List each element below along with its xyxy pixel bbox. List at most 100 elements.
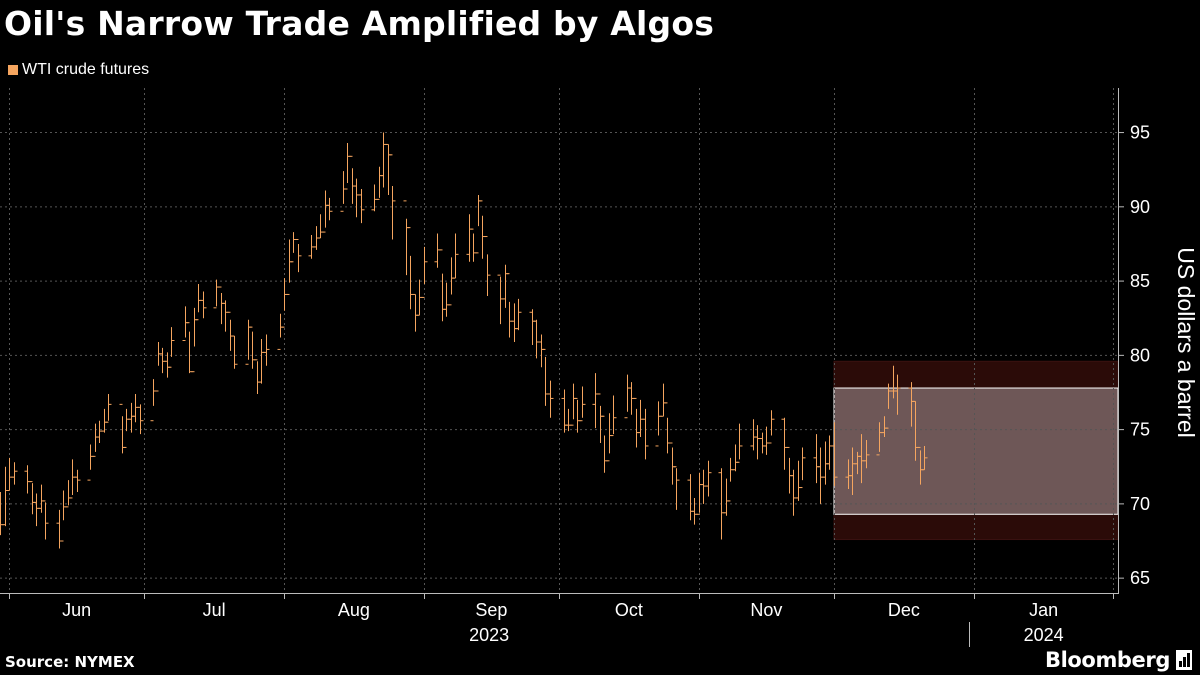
ohlc-bar (11, 462, 18, 485)
ohlc-bar (254, 359, 261, 394)
ohlc-bar (6, 457, 13, 492)
ohlc-bar (479, 200, 486, 259)
ohlc-bar (155, 341, 162, 392)
y-tick-label: 80 (1130, 345, 1150, 365)
axes: 65 70 75 80 85 90 95 US dollars a barrel Jun Jul A… (0, 88, 1199, 647)
ohlc-bar (105, 393, 112, 423)
ohlc-bar (533, 319, 540, 359)
ohlc-bar (718, 468, 725, 540)
ohlc-bar (542, 348, 549, 406)
ohlc-bar (92, 423, 99, 457)
ohlc-bar (696, 472, 703, 515)
ohlc-bar (119, 403, 126, 454)
year-label: 2024 (1024, 625, 1064, 645)
ohlc-bar (123, 408, 130, 448)
ohlc-bar (637, 399, 644, 438)
ohlc-bar (128, 402, 135, 433)
ohlc-bar (65, 480, 72, 508)
legend-label: WTI crude futures (22, 61, 150, 78)
ohlc-bar (87, 444, 94, 481)
ohlc-bar (168, 327, 175, 368)
x-tick-label: Oct (615, 600, 643, 620)
ohlc-bar (439, 249, 446, 322)
ohlc-bar (497, 274, 504, 325)
ohlc-bar (669, 442, 676, 485)
x-tick-label: Jan (1029, 600, 1058, 620)
ohlc-bar (759, 432, 766, 454)
ohlc-bar (295, 239, 302, 273)
ohlc-bar (344, 142, 351, 190)
ohlc-bar (164, 352, 171, 378)
ohlc-bar (376, 166, 383, 200)
ohlc-bar (290, 232, 297, 263)
ohlc-bar (33, 493, 40, 527)
ohlc-bar (727, 457, 734, 502)
x-tick-label: Aug (338, 600, 370, 620)
ohlc-bar (249, 326, 256, 369)
ohlc-bar (452, 233, 459, 279)
ohlc-bar (763, 426, 770, 455)
ohlc-bar (434, 233, 441, 268)
ohlc-bar (633, 397, 640, 448)
ohlc-bar (137, 404, 144, 435)
ohlc-bar (642, 408, 649, 460)
ohlc-bar (227, 311, 234, 351)
ohlc-bar (606, 413, 613, 462)
ohlc-bar (723, 478, 730, 516)
legend: WTI crude futures (8, 61, 149, 79)
ohlc-bar (412, 293, 419, 332)
ohlc-bar (795, 460, 802, 501)
ohlc-bar (687, 474, 694, 521)
ohlc-bar (2, 466, 9, 527)
ohlc-bar (470, 228, 477, 262)
ohlc-bar (245, 319, 252, 365)
ohlc-bar (705, 460, 712, 497)
ohlc-bar (565, 408, 572, 432)
ohlc-bar (191, 307, 198, 373)
y-tick-label: 85 (1130, 271, 1150, 291)
ohlc-bar (538, 334, 545, 368)
bloomberg-logo: Bloomberg (1045, 648, 1192, 672)
ohlc-bar (132, 393, 139, 423)
ohlc-bar (200, 291, 207, 319)
y-tick-label: 90 (1130, 197, 1150, 217)
y-tick-label: 95 (1130, 123, 1150, 143)
ohlc-bar (484, 236, 491, 296)
ohlc-bar (421, 246, 428, 298)
chart-title: Oil's Narrow Trade Amplified by Algos (4, 4, 715, 43)
chart-badge-icon (1176, 650, 1192, 670)
ohlc-bar (258, 339, 265, 384)
ohlc-bar (817, 447, 824, 504)
ohlc-bar (56, 509, 63, 549)
ohlc-bar (547, 380, 554, 418)
ohlc-bar (610, 395, 617, 437)
ohlc-bar (213, 279, 220, 309)
ohlc-bar (403, 200, 410, 276)
year-label: 2023 (469, 625, 509, 645)
ohlc-bar (570, 383, 577, 426)
ohlc-bar (286, 239, 293, 295)
ohlc-bar (579, 386, 586, 422)
ohlc-bar (754, 425, 761, 460)
ohlc-bar (831, 422, 838, 487)
ohlc-bar (231, 335, 238, 369)
x-tick-label: Nov (750, 600, 782, 620)
ohlc-bar (317, 214, 324, 239)
ohlc-series (0, 132, 928, 549)
ohlc-bar (277, 313, 284, 350)
ohlc-bar (826, 435, 833, 470)
ohlc-bar (574, 397, 581, 433)
ohlc-bar (186, 322, 193, 374)
ohlc-bar (863, 440, 870, 469)
ohlc-bar (326, 197, 333, 221)
range-band (833, 360, 1119, 541)
x-tick-label: Dec (888, 600, 920, 620)
ohlc-bar (407, 227, 414, 310)
x-tick-label: Jul (203, 600, 226, 620)
ohlc-bar (195, 284, 202, 321)
ohlc-bar (389, 154, 396, 240)
ohlc-bar (673, 466, 680, 510)
ohlc-bar (921, 445, 928, 471)
ohlc-bar (0, 492, 4, 536)
